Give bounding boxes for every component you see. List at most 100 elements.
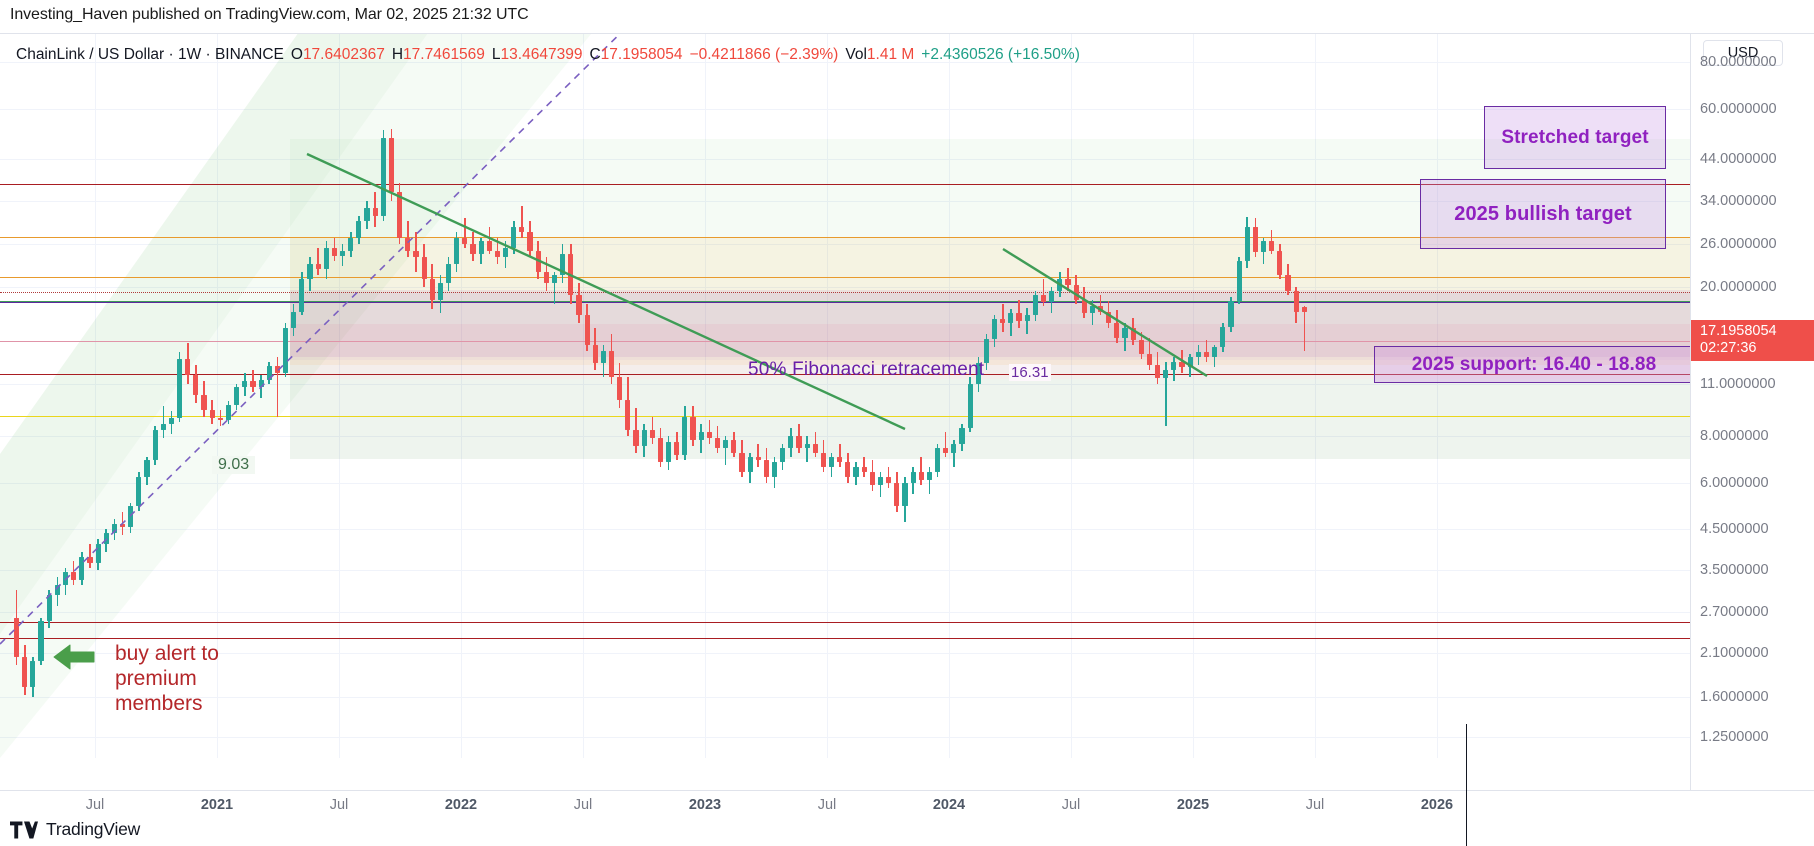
- price-tick: 1.2500000: [1700, 729, 1769, 746]
- candle-body: [111, 523, 117, 533]
- candle-body: [731, 439, 737, 453]
- candle-body: [926, 472, 932, 480]
- symbol-name[interactable]: ChainLink / US Dollar · 1W · BINANCE: [16, 46, 284, 63]
- price-tick: 2.7000000: [1700, 604, 1769, 621]
- arrow-left-glyph: [53, 644, 95, 670]
- candle-body: [1171, 362, 1177, 370]
- candle-body: [429, 279, 435, 300]
- symbol-legend[interactable]: ChainLink / US Dollar · 1W · BINANCE O17.…: [16, 46, 1080, 64]
- candle-body: [992, 319, 998, 340]
- high-label: H: [391, 46, 404, 63]
- candle-body: [136, 477, 142, 506]
- candle-body: [486, 241, 492, 251]
- fibonacci-annotation: 50% Fibonacci retracement: [748, 359, 985, 380]
- volume-change-value: +2.4360526 (+16.50%): [921, 46, 1080, 63]
- currency-pill[interactable]: USD: [1703, 40, 1783, 66]
- volume-label: Vol: [845, 46, 867, 63]
- candle-body: [763, 459, 769, 478]
- candle-body: [1252, 226, 1258, 253]
- horizontal-gridline: [0, 612, 1690, 614]
- candle-body: [1212, 347, 1218, 357]
- candle-body: [519, 226, 525, 233]
- price-tick: 2.1000000: [1700, 644, 1769, 661]
- candle-body: [185, 359, 191, 376]
- candle-body: [967, 384, 973, 428]
- candle-body: [340, 250, 346, 257]
- open-value: 17.6402367: [302, 46, 385, 63]
- support-2025-box[interactable]: 2025 support: 16.40 - 18.88: [1374, 346, 1690, 383]
- candle-body: [592, 344, 598, 364]
- candle-body: [1032, 295, 1038, 316]
- candle-body: [1097, 305, 1104, 312]
- time-tick: 2023: [688, 797, 722, 813]
- volume-value: 1.41 M: [866, 46, 915, 63]
- horizontal-gridline: [0, 482, 1690, 484]
- candle-body: [119, 523, 126, 528]
- candle-body: [657, 437, 664, 463]
- price-label-9-03: 9.03: [212, 456, 256, 474]
- candle-body: [1244, 226, 1250, 261]
- candle-body: [364, 208, 370, 222]
- candle-body: [1236, 260, 1242, 301]
- candle-body: [405, 238, 411, 251]
- candle-body: [714, 437, 721, 449]
- candle-body: [837, 457, 843, 463]
- candle-body: [1073, 285, 1079, 300]
- candle-body: [356, 221, 362, 239]
- price-tick: 34.0000000: [1700, 192, 1777, 209]
- candle-body: [1220, 327, 1226, 348]
- candle-body: [706, 431, 712, 438]
- price-tick: 4.5000000: [1700, 521, 1769, 538]
- candle-body: [943, 448, 949, 453]
- candle-wick: [944, 431, 947, 458]
- price-tick: 44.0000000: [1700, 150, 1777, 167]
- candle-body: [649, 429, 655, 438]
- candle-body: [397, 191, 403, 239]
- time-tick: Jul: [573, 797, 593, 813]
- time-axis[interactable]: Jul 2021 Jul 2022 Jul 2023 Jul 2024 Jul 2025 Jul 20…: [0, 790, 1814, 820]
- candle-body: [1179, 362, 1185, 368]
- candle-body: [462, 238, 468, 245]
- bullish-target-box[interactable]: 2025 bullish target: [1420, 179, 1666, 249]
- candle-body: [95, 544, 101, 564]
- low-value: 13.4647399: [500, 46, 583, 63]
- price-axis[interactable]: USD 80.0000000 60.0000000 44.0000000 34.000…: [1690, 34, 1814, 791]
- stretched-target-box[interactable]: Stretched target: [1484, 106, 1666, 169]
- level-1-62: [0, 622, 1690, 623]
- candle-body: [829, 457, 835, 468]
- tradingview-brand: TradingView: [46, 819, 141, 839]
- candle-body: [445, 264, 452, 283]
- candle-body: [511, 226, 517, 248]
- candle-body: [1024, 315, 1030, 322]
- currency-label: USD: [1727, 45, 1759, 61]
- time-tick: 2024: [932, 797, 966, 813]
- candle-body: [666, 442, 672, 463]
- time-tick: 2021: [200, 797, 234, 813]
- support-2025-label: 2025 support: 16.40 - 18.88: [1411, 353, 1657, 375]
- candle-body: [1089, 305, 1095, 314]
- candle-body: [780, 448, 786, 463]
- candle-body: [1049, 291, 1055, 303]
- candle-body: [454, 238, 460, 265]
- price-tick: 11.0000000: [1700, 376, 1776, 393]
- candle-body: [79, 556, 85, 580]
- candle-wick: [838, 444, 841, 468]
- candle-body: [282, 328, 289, 373]
- candle-body: [674, 442, 680, 456]
- candle-body: [128, 505, 134, 528]
- chart-plot-pane[interactable]: 9.03 16.31 50% Fibonacci retracement buy…: [0, 34, 1690, 758]
- buy-alert-line-2: premium: [115, 667, 197, 690]
- price-tick: 3.5000000: [1700, 562, 1769, 579]
- horizontal-gridline: [0, 697, 1690, 699]
- close-value: 17.1958054: [600, 46, 683, 63]
- horizontal-gridline: [0, 652, 1690, 654]
- candle-body: [975, 363, 981, 385]
- current-price-value: 17.1958054: [1700, 323, 1777, 339]
- candle-body: [820, 452, 827, 468]
- candle-body: [478, 241, 484, 255]
- candle-wick: [1164, 362, 1167, 426]
- candle-wick: [1303, 306, 1306, 352]
- candle-wick: [724, 435, 727, 465]
- candle-body: [551, 275, 558, 283]
- candle-body: [1065, 279, 1071, 286]
